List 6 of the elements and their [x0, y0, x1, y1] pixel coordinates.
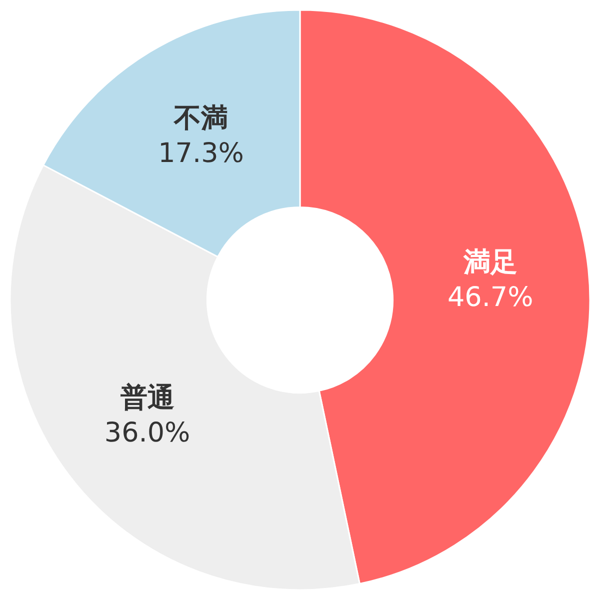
slice-label: 不満	[173, 103, 228, 134]
slice-label: 満足	[462, 247, 518, 278]
data-label: 17.3%	[158, 138, 244, 170]
data-label: 46.7%	[447, 282, 534, 314]
data-label: 36.0%	[104, 417, 190, 448]
slice-label: 普通	[119, 382, 174, 414]
